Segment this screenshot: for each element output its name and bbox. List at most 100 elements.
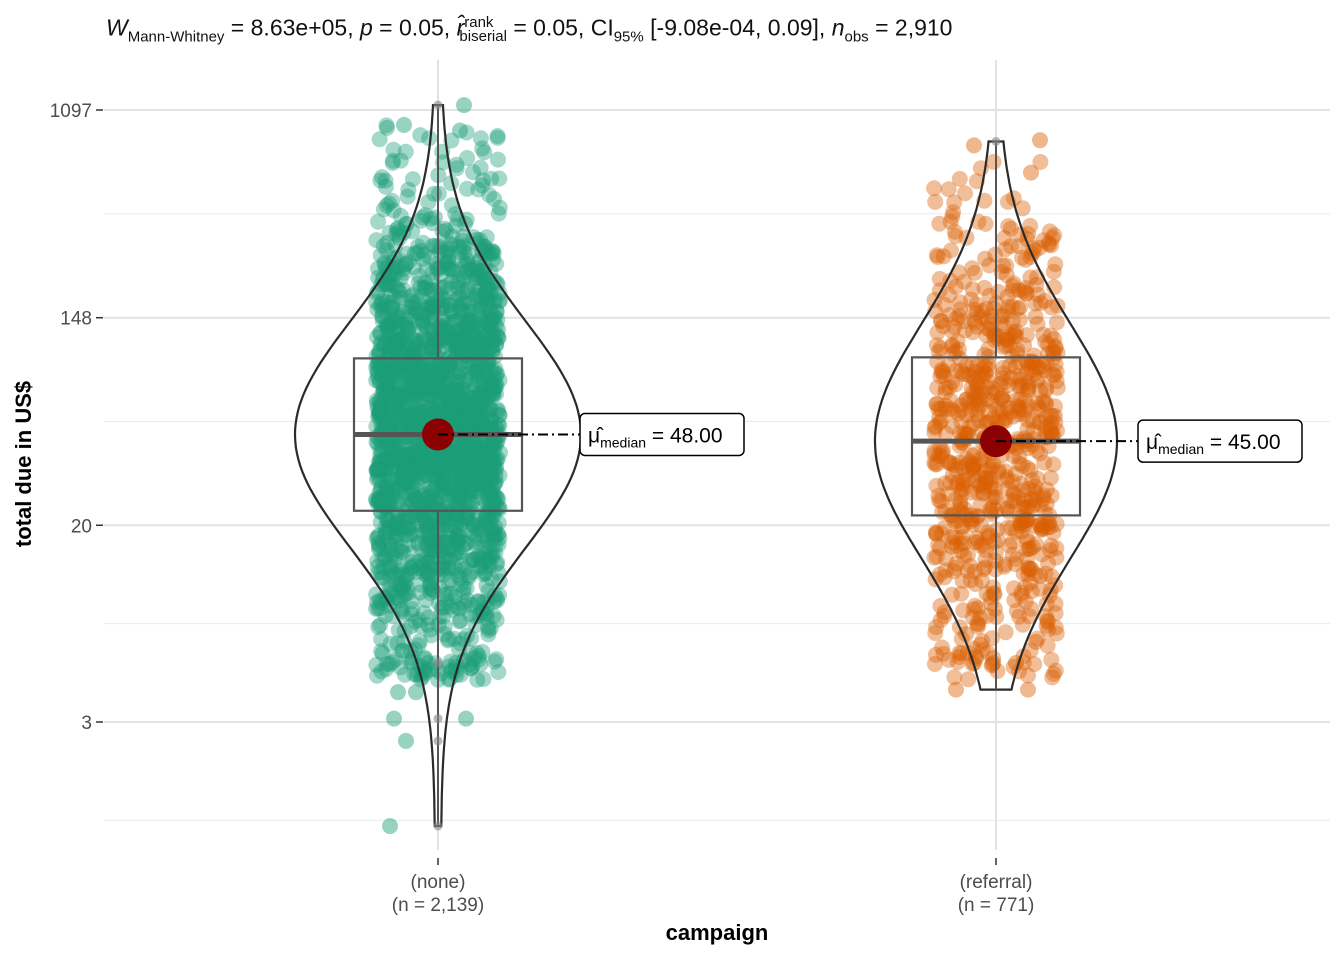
data-point [456,97,472,114]
data-point [435,279,452,296]
data-point [423,533,440,550]
data-point [408,490,425,507]
data-point [398,256,415,272]
data-point [484,453,501,470]
data-point [373,479,390,496]
data-point [449,382,466,398]
data-point [471,384,488,401]
data-point [401,440,418,457]
data-point [486,191,503,207]
data-point [409,433,426,450]
data-point [464,445,481,462]
data-point [384,401,401,418]
data-point [486,653,503,670]
data-point [439,324,456,341]
data-point [1048,549,1065,566]
data-point [390,512,406,529]
data-point [477,328,494,345]
data-point [417,318,434,335]
data-point [447,546,464,563]
data-point [418,537,435,553]
data-point [423,554,440,571]
data-point [464,398,481,415]
data-point [483,570,500,587]
data-point [402,451,419,467]
data-point [446,446,463,463]
data-point [370,260,387,277]
data-point [452,418,468,435]
data-point [396,474,413,491]
data-point [403,445,420,462]
data-point [451,439,467,456]
data-point [408,366,425,383]
data-point [431,358,448,374]
data-point [451,330,468,347]
data-point [453,462,470,479]
data-point [371,600,388,617]
data-point [407,613,424,630]
data-point [483,412,500,429]
data-point [474,404,491,421]
data-point [404,451,421,468]
data-point [390,492,407,509]
data-point [421,478,438,495]
data-point [368,348,385,365]
data-point [389,516,406,533]
data-point [432,527,449,544]
data-point [396,375,413,392]
data-point [381,446,398,463]
data-point [388,443,404,460]
data-point [451,468,468,484]
data-point [388,340,405,357]
data-point [384,654,401,671]
data-point [399,476,416,493]
data-point [459,509,476,526]
data-point [438,524,455,541]
data-point [421,488,438,504]
data-point [431,369,448,386]
data-point [450,393,467,409]
data-point [372,461,389,478]
data-point [458,392,475,409]
data-point [485,435,502,452]
data-point [378,489,394,506]
data-point [465,164,481,181]
data-point [1037,394,1054,411]
data-point [372,564,389,581]
data-point [476,444,493,461]
data-point [394,521,410,538]
data-point [408,358,425,375]
data-point [389,494,406,511]
data-point [461,401,478,418]
data-point [457,257,473,274]
data-point [456,402,473,419]
data-point [483,473,500,489]
data-point [456,390,473,407]
data-point [460,311,477,328]
data-point [440,249,457,265]
data-point [394,342,411,359]
data-point [457,455,474,472]
data-point [403,494,420,511]
data-point [474,477,491,494]
data-point [387,566,404,583]
data-point [428,404,445,421]
data-point [452,570,469,587]
data-point [445,398,462,415]
data-point [487,378,504,395]
data-point [438,377,455,394]
data-point [447,560,464,577]
data-point [476,545,493,562]
data-point [454,381,471,397]
data-point [368,491,384,508]
data-point [403,606,420,622]
data-point [439,387,456,404]
data-point [472,321,489,338]
data-point [967,576,984,592]
data-point [416,562,433,579]
data-point [370,535,387,552]
data-point [482,386,499,403]
data-point [449,406,466,423]
data-point [440,392,457,409]
data-point [455,228,472,245]
